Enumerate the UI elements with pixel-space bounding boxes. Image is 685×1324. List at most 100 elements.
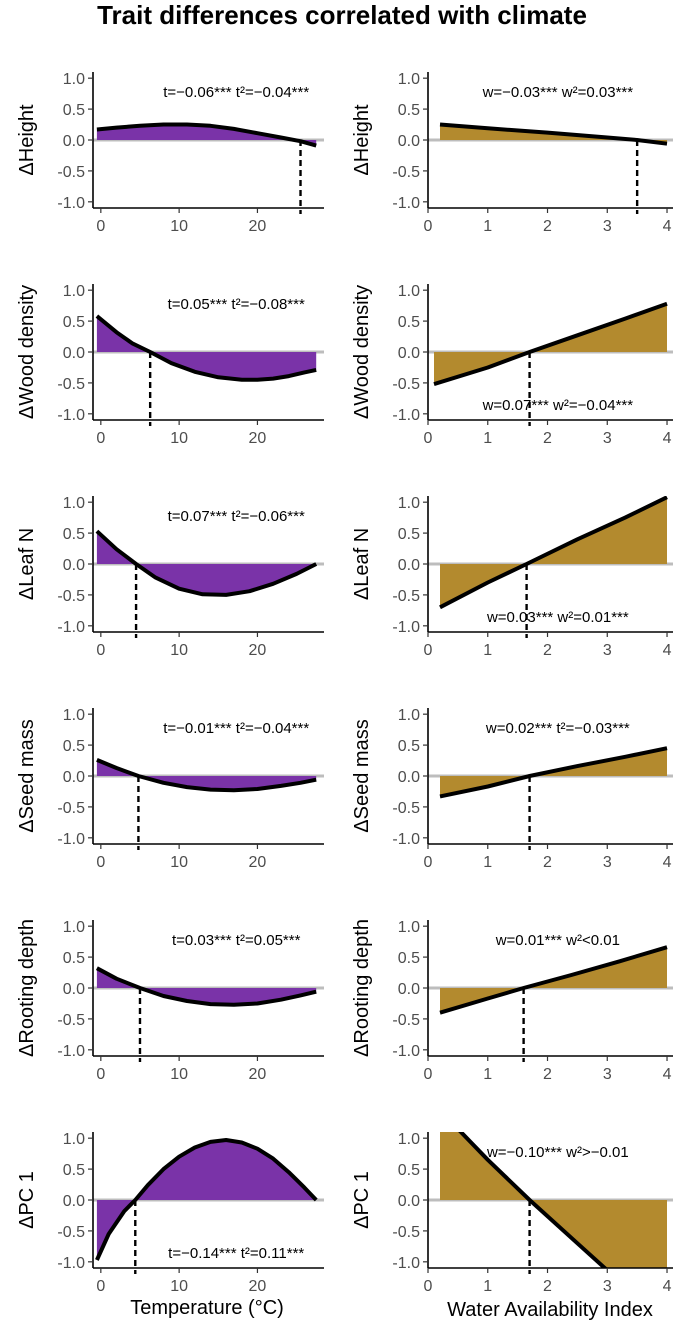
trait-area bbox=[96, 124, 317, 146]
y-tick-label: 1.0 bbox=[63, 1131, 85, 1148]
panel-temp-seed: 1.0 0.5 0.0 -0.5 -1.0 0 10 20 ΔSeed mass t=−0.01*… bbox=[16, 707, 324, 871]
y-tick-label: 0.5 bbox=[63, 314, 85, 331]
panel-water-height: 1.0 0.5 0.0 -0.5 -1.00 1 2 3 4 ΔHeight w=−0.03*** … bbox=[351, 71, 673, 235]
x-tick-label: 20 bbox=[249, 642, 267, 659]
y-tick-label: 0.0 bbox=[398, 133, 420, 150]
x-tick-label: 1 bbox=[483, 1278, 492, 1295]
y-tick-label: 1.0 bbox=[398, 71, 420, 88]
x-tick-label: 4 bbox=[663, 1278, 672, 1295]
y-tick-label: 0.5 bbox=[63, 526, 85, 543]
stat-annotation: w=0.02*** t²=−0.03*** bbox=[485, 720, 630, 737]
y-tick-label: 0.5 bbox=[398, 526, 420, 543]
panel-temp-pc1: 1.0 0.5 0.0 -0.5 -1.0 0 10 20 ΔPC 1 t=−0.14*** t²… bbox=[16, 1131, 324, 1295]
x-tick-label: 20 bbox=[249, 430, 267, 447]
panel-temp-root: 1.0 0.5 0.0 -0.5 -1.0 0 10 20 ΔRooting depth t=0.… bbox=[16, 919, 324, 1083]
y-axis-label: ΔWood density bbox=[16, 285, 38, 419]
y-tick-label: -1.0 bbox=[57, 407, 85, 424]
y-axis-label: ΔLeaf N bbox=[351, 528, 373, 600]
panel-temp-wood: 1.0 0.5 0.0 -0.5 -1.0 0 10 20 ΔWood density t=0.0… bbox=[16, 283, 324, 447]
y-tick-label: -1.0 bbox=[57, 195, 85, 212]
figure-title: Trait differences correlated with climat… bbox=[97, 0, 587, 30]
x-tick-label: 20 bbox=[249, 1066, 267, 1083]
panel-water-wood: 1.0 0.5 0.0 -0.5 -1.00 1 2 3 4 ΔWood density w=0.0… bbox=[351, 283, 673, 447]
x-tick-label: 4 bbox=[663, 218, 672, 235]
y-tick-label: -0.5 bbox=[57, 588, 85, 605]
y-tick-label: 0.5 bbox=[63, 738, 85, 755]
x-tick-label: 0 bbox=[96, 1278, 105, 1295]
y-tick-label: 1.0 bbox=[398, 707, 420, 724]
y-tick-label: -0.5 bbox=[392, 1012, 420, 1029]
y-tick-label: -0.5 bbox=[57, 376, 85, 393]
stat-annotation: w=−0.10*** w²>−0.01 bbox=[486, 1144, 629, 1161]
y-tick-label: -1.0 bbox=[392, 619, 420, 636]
y-tick-label: 1.0 bbox=[398, 919, 420, 936]
y-tick-label: -0.5 bbox=[392, 164, 420, 181]
y-tick-label: 0.0 bbox=[398, 557, 420, 574]
x-tick-label: 1 bbox=[483, 642, 492, 659]
y-tick-label: 0.0 bbox=[63, 133, 85, 150]
y-tick-label: -0.5 bbox=[392, 1224, 420, 1241]
trait-curve bbox=[439, 945, 668, 1015]
trait-area bbox=[96, 316, 317, 380]
x-tick-label: 4 bbox=[663, 430, 672, 447]
trait-curve bbox=[95, 314, 317, 382]
x-tick-label: 3 bbox=[603, 642, 612, 659]
panel-water-seed: 1.0 0.5 0.0 -0.5 -1.00 1 2 3 4 ΔSeed mass w=0.02**… bbox=[351, 707, 673, 871]
x-tick-label: 20 bbox=[249, 1278, 267, 1295]
x-tick-label: 10 bbox=[170, 218, 188, 235]
trait-curve bbox=[95, 1138, 318, 1261]
x-tick-label: 0 bbox=[424, 1066, 433, 1083]
x-tick-label: 4 bbox=[663, 1066, 672, 1083]
x-tick-label: 1 bbox=[483, 218, 492, 235]
x-tick-label: 0 bbox=[96, 854, 105, 871]
x-axis-label-temperature: Temperature (°C) bbox=[130, 1297, 284, 1319]
stat-annotation: t=0.03*** t²=0.05*** bbox=[172, 932, 301, 949]
y-tick-label: -0.5 bbox=[57, 1224, 85, 1241]
x-tick-label: 10 bbox=[170, 1278, 188, 1295]
x-axis-label-water: Water Availability Index bbox=[447, 1299, 653, 1321]
y-tick-label: 0.0 bbox=[63, 345, 85, 362]
y-tick-label: 0.5 bbox=[398, 950, 420, 967]
y-tick-label: 1.0 bbox=[63, 283, 85, 300]
x-tick-label: 10 bbox=[170, 642, 188, 659]
x-tick-label: 4 bbox=[663, 854, 672, 871]
y-axis-label: ΔPC 1 bbox=[16, 1171, 38, 1229]
trait-area bbox=[96, 759, 317, 791]
x-tick-label: 0 bbox=[424, 218, 433, 235]
x-tick-label: 4 bbox=[663, 642, 672, 659]
x-tick-label: 3 bbox=[603, 430, 612, 447]
y-tick-label: 1.0 bbox=[63, 71, 85, 88]
trait-curve bbox=[458, 1132, 608, 1268]
stat-annotation: w=0.01*** w²<0.01 bbox=[495, 932, 620, 949]
x-tick-label: 2 bbox=[543, 854, 552, 871]
trait-curve bbox=[439, 496, 668, 610]
stat-annotation: w=0.03*** w²=0.01*** bbox=[486, 609, 629, 626]
y-axis-label: ΔWood density bbox=[351, 285, 373, 419]
y-tick-label: 0.0 bbox=[63, 981, 85, 998]
y-tick-label: -0.5 bbox=[57, 800, 85, 817]
stat-annotation: t=−0.01*** t²=−0.04*** bbox=[163, 720, 309, 737]
x-tick-label: 2 bbox=[543, 218, 552, 235]
x-tick-label: 2 bbox=[543, 1278, 552, 1295]
y-tick-label: -1.0 bbox=[57, 619, 85, 636]
x-tick-label: 3 bbox=[603, 1066, 612, 1083]
y-tick-label: 1.0 bbox=[398, 283, 420, 300]
trait-area bbox=[96, 968, 317, 1005]
x-tick-label: 10 bbox=[170, 1066, 188, 1083]
panel-water-root: 1.0 0.5 0.0 -0.5 -1.00 1 2 3 4 ΔRooting depth w=0.… bbox=[351, 919, 673, 1083]
y-tick-label: 0.5 bbox=[398, 1162, 420, 1179]
y-tick-label: -0.5 bbox=[57, 164, 85, 181]
y-tick-label: -1.0 bbox=[392, 1043, 420, 1060]
x-tick-label: 2 bbox=[543, 642, 552, 659]
y-axis-label: ΔHeight bbox=[16, 104, 38, 176]
trait-curve bbox=[439, 122, 668, 146]
trait-curve bbox=[96, 758, 317, 793]
trait-curve bbox=[433, 301, 668, 387]
trait-curve bbox=[96, 122, 317, 148]
panel-water-pc1: 1.0 0.5 0.0 -0.5 -1.00 1 2 3 4 ΔPC 1 w=−0.10*** w²… bbox=[351, 1131, 673, 1295]
y-tick-label: 0.0 bbox=[398, 345, 420, 362]
x-tick-label: 0 bbox=[96, 642, 105, 659]
y-tick-label: 0.0 bbox=[398, 981, 420, 998]
panel-temp-leafn: 1.0 0.5 0.0 -0.5 -1.0 0 10 20 ΔLeaf N t=0.07*** t… bbox=[16, 495, 324, 659]
